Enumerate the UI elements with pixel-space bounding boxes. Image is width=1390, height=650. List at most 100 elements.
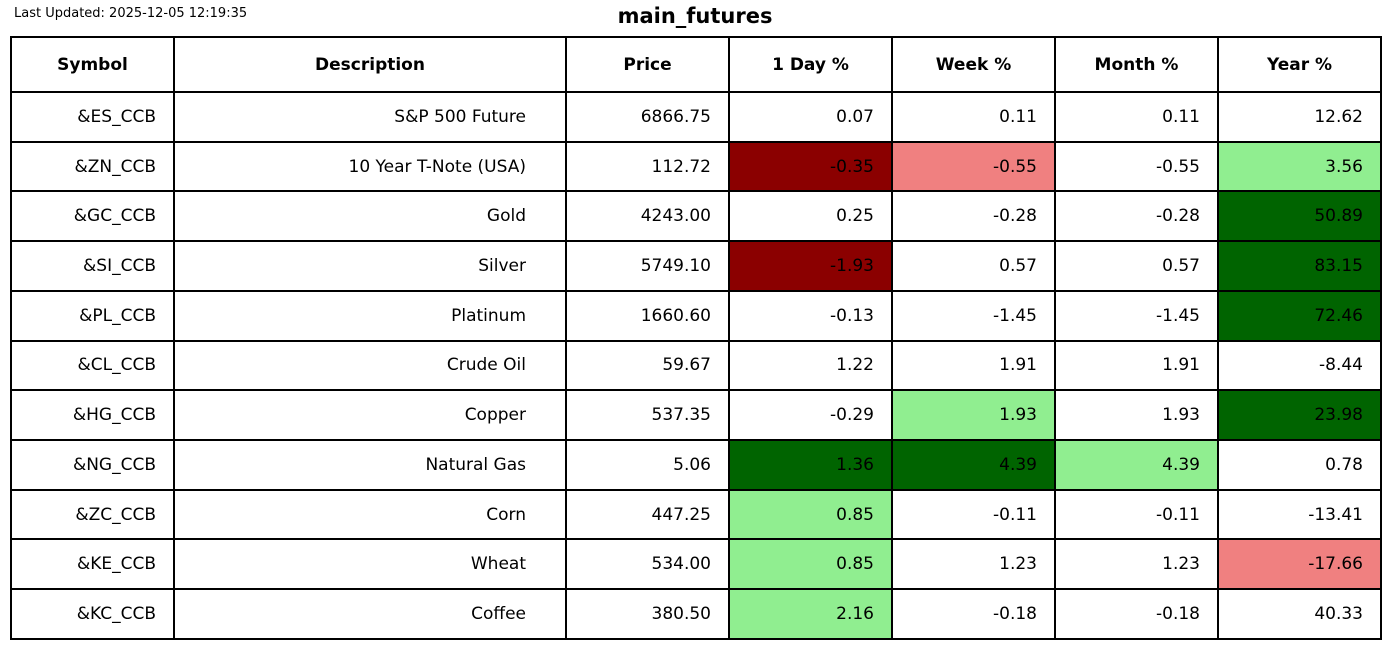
table-row: &CL_CCB Crude Oil 59.67 1.22 1.91 1.91 -8.44 — [10, 339, 1382, 392]
cell-day-pct: -1.93 — [728, 240, 893, 292]
cell-month-pct: 1.91 — [1054, 339, 1219, 392]
column-header-price: Price — [565, 36, 730, 93]
cell-price: 112.72 — [565, 140, 730, 193]
header-row: Symbol Description Price 1 Day % Week % Month… — [10, 36, 1382, 93]
cell-price: 5749.10 — [565, 240, 730, 292]
cell-year-pct: 0.78 — [1217, 439, 1382, 491]
cell-symbol: &SI_CCB — [10, 240, 175, 292]
table-row: &SI_CCB Silver 5749.10 -1.93 0.57 0.57 83.15 — [10, 240, 1382, 292]
table-row: &NG_CCB Natural Gas 5.06 1.36 4.39 4.39 0.78 — [10, 439, 1382, 491]
cell-symbol: &GC_CCB — [10, 190, 175, 243]
cell-year-pct: 40.33 — [1217, 588, 1382, 640]
cell-description: Platinum — [173, 289, 567, 342]
futures-table: Symbol Description Price 1 Day % Week % Month… — [10, 36, 1382, 640]
cell-year-pct: 12.62 — [1217, 91, 1382, 143]
cell-month-pct: -1.45 — [1054, 289, 1219, 342]
cell-year-pct: 72.46 — [1217, 289, 1382, 342]
cell-symbol: &ZC_CCB — [10, 488, 175, 541]
cell-symbol: &NG_CCB — [10, 439, 175, 491]
cell-month-pct: 0.57 — [1054, 240, 1219, 292]
table-row: &HG_CCB Copper 537.35 -0.29 1.93 1.93 23.98 — [10, 389, 1382, 442]
cell-day-pct: 1.36 — [728, 439, 893, 491]
cell-month-pct: -0.28 — [1054, 190, 1219, 243]
cell-description: Natural Gas — [173, 439, 567, 491]
cell-week-pct: 4.39 — [891, 439, 1056, 491]
cell-symbol: &CL_CCB — [10, 339, 175, 392]
cell-day-pct: 1.22 — [728, 339, 893, 392]
cell-description: Crude Oil — [173, 339, 567, 392]
cell-price: 4243.00 — [565, 190, 730, 243]
cell-description: Wheat — [173, 538, 567, 591]
column-header-day-pct: 1 Day % — [728, 36, 893, 93]
cell-week-pct: 1.91 — [891, 339, 1056, 392]
last-updated-text: Last Updated: 2025-12-05 12:19:35 — [14, 6, 248, 21]
cell-month-pct: 1.23 — [1054, 538, 1219, 591]
cell-symbol: &KC_CCB — [10, 588, 175, 640]
column-header-month-pct: Month % — [1054, 36, 1219, 93]
cell-year-pct: 50.89 — [1217, 190, 1382, 243]
cell-day-pct: 2.16 — [728, 588, 893, 640]
cell-month-pct: -0.55 — [1054, 140, 1219, 193]
cell-month-pct: 4.39 — [1054, 439, 1219, 491]
cell-year-pct: 3.56 — [1217, 140, 1382, 193]
cell-description: S&P 500 Future — [173, 91, 567, 143]
cell-year-pct: -13.41 — [1217, 488, 1382, 541]
cell-week-pct: -0.28 — [891, 190, 1056, 243]
cell-week-pct: 0.11 — [891, 91, 1056, 143]
cell-week-pct: -1.45 — [891, 289, 1056, 342]
column-header-description: Description — [173, 36, 567, 93]
table-row: &ZC_CCB Corn 447.25 0.85 -0.11 -0.11 -13.41 — [10, 488, 1382, 541]
cell-day-pct: 0.85 — [728, 538, 893, 591]
cell-description: Corn — [173, 488, 567, 541]
column-header-year-pct: Year % — [1217, 36, 1382, 93]
cell-price: 1660.60 — [565, 289, 730, 342]
cell-month-pct: 0.11 — [1054, 91, 1219, 143]
cell-symbol: &KE_CCB — [10, 538, 175, 591]
cell-symbol: &PL_CCB — [10, 289, 175, 342]
cell-week-pct: -0.18 — [891, 588, 1056, 640]
column-header-symbol: Symbol — [10, 36, 175, 93]
table-row: &KE_CCB Wheat 534.00 0.85 1.23 1.23 -17.66 — [10, 538, 1382, 591]
cell-year-pct: 83.15 — [1217, 240, 1382, 292]
cell-week-pct: 0.57 — [891, 240, 1056, 292]
cell-day-pct: -0.29 — [728, 389, 893, 442]
cell-description: Gold — [173, 190, 567, 243]
cell-symbol: &ZN_CCB — [10, 140, 175, 193]
cell-day-pct: 0.07 — [728, 91, 893, 143]
cell-day-pct: 0.85 — [728, 488, 893, 541]
cell-week-pct: 1.23 — [891, 538, 1056, 591]
cell-week-pct: -0.55 — [891, 140, 1056, 193]
cell-price: 59.67 — [565, 339, 730, 392]
table-row: &GC_CCB Gold 4243.00 0.25 -0.28 -0.28 50.89 — [10, 190, 1382, 243]
cell-description: Coffee — [173, 588, 567, 640]
table-body: &ES_CCB S&P 500 Future 6866.75 0.07 0.11 0.11… — [10, 91, 1382, 640]
page-title: main_futures — [617, 4, 773, 28]
cell-price: 447.25 — [565, 488, 730, 541]
cell-symbol: &HG_CCB — [10, 389, 175, 442]
cell-week-pct: -0.11 — [891, 488, 1056, 541]
column-header-week-pct: Week % — [891, 36, 1056, 93]
cell-month-pct: 1.93 — [1054, 389, 1219, 442]
cell-month-pct: -0.18 — [1054, 588, 1219, 640]
table-header: Symbol Description Price 1 Day % Week % Month… — [10, 36, 1382, 93]
cell-day-pct: 0.25 — [728, 190, 893, 243]
cell-year-pct: -17.66 — [1217, 538, 1382, 591]
cell-price: 380.50 — [565, 588, 730, 640]
cell-description: Silver — [173, 240, 567, 292]
cell-symbol: &ES_CCB — [10, 91, 175, 143]
cell-price: 537.35 — [565, 389, 730, 442]
cell-day-pct: -0.35 — [728, 140, 893, 193]
cell-month-pct: -0.11 — [1054, 488, 1219, 541]
cell-year-pct: 23.98 — [1217, 389, 1382, 442]
table-row: &ZN_CCB 10 Year T-Note (USA) 112.72 -0.35 -0… — [10, 140, 1382, 193]
cell-price: 5.06 — [565, 439, 730, 491]
cell-price: 534.00 — [565, 538, 730, 591]
table-row: &ES_CCB S&P 500 Future 6866.75 0.07 0.11 0.11… — [10, 91, 1382, 143]
cell-week-pct: 1.93 — [891, 389, 1056, 442]
top-bar: Last Updated: 2025-12-05 12:19:35 main_f… — [0, 0, 1390, 34]
cell-description: 10 Year T-Note (USA) — [173, 140, 567, 193]
cell-description: Copper — [173, 389, 567, 442]
cell-day-pct: -0.13 — [728, 289, 893, 342]
table-row: &PL_CCB Platinum 1660.60 -0.13 -1.45 -1.45 72.… — [10, 289, 1382, 342]
